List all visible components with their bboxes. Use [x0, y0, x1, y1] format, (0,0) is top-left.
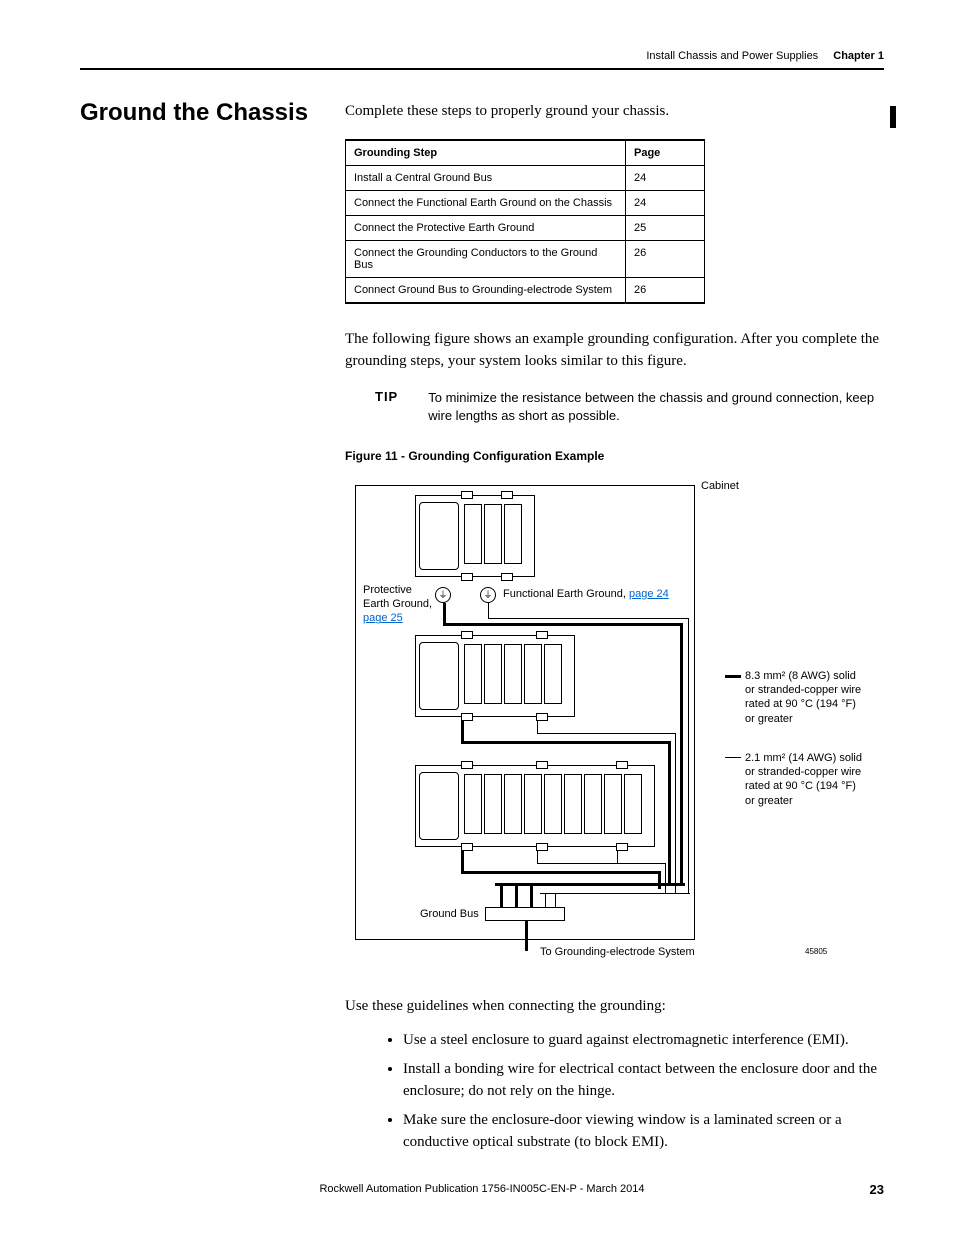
wire-14awg [537, 721, 538, 733]
publication-info: Rockwell Automation Publication 1756-IN0… [319, 1183, 644, 1195]
guideline-list: Use a steel enclosure to guard against e… [345, 1029, 884, 1154]
ground-bus [485, 907, 565, 921]
intro-text: Complete these steps to properly ground … [345, 100, 884, 123]
wire-8awg [680, 623, 683, 883]
peg-label: Protective Earth Ground, page 25 [363, 583, 433, 626]
section-title: Ground the Chassis [80, 100, 325, 126]
to-system-label: To Grounding-electrode System [540, 945, 695, 959]
chassis-1 [415, 495, 535, 577]
wire-8awg [443, 623, 683, 626]
wire-8awg [515, 883, 518, 907]
figure-number: 45805 [805, 947, 827, 957]
wire-14awg [488, 618, 688, 619]
table-row: Connect the Protective Earth Ground25 [346, 215, 705, 240]
wire-8awg [658, 871, 661, 889]
chassis-3 [415, 765, 655, 847]
tip-block: TIP To minimize the resistance between t… [375, 389, 884, 425]
page: Install Chassis and Power Supplies Chapt… [0, 0, 954, 1235]
chapter-label: Chapter 1 [833, 50, 884, 62]
chassis-2 [415, 635, 575, 717]
wire-14awg [688, 618, 689, 893]
table-row: Install a Central Ground Bus24 [346, 165, 705, 190]
legend-thin-icon [725, 757, 741, 758]
main-content: Ground the Chassis Complete these steps … [80, 100, 884, 1160]
list-item: Install a bonding wire for electrical co… [403, 1058, 884, 1103]
wire-14awg [537, 851, 538, 863]
wire-14awg [537, 863, 665, 864]
header-text: Install Chassis and Power Supplies Chapt… [80, 50, 884, 62]
wire-8awg [461, 871, 661, 874]
legend-thick-icon [725, 675, 741, 678]
wire-14awg [617, 851, 618, 863]
wire-14awg [488, 603, 489, 618]
table-row: Connect the Functional Earth Ground on t… [346, 190, 705, 215]
wire-14awg [545, 893, 546, 907]
tip-text: To minimize the resistance between the c… [428, 389, 884, 425]
cabinet-label: Cabinet [701, 479, 739, 493]
ground-bus-label: Ground Bus [420, 907, 479, 921]
page-footer: Rockwell Automation Publication 1756-IN0… [80, 1183, 884, 1195]
change-bar [890, 106, 896, 128]
wire-8awg [461, 741, 671, 744]
tip-label: TIP [375, 389, 398, 425]
wire-8awg [461, 851, 464, 871]
wire-8awg [500, 883, 503, 907]
grounding-steps-table: Grounding Step Page Install a Central Gr… [345, 139, 705, 304]
paragraph: The following figure shows an example gr… [345, 328, 884, 373]
wire-14awg [537, 733, 675, 734]
table-header-step: Grounding Step [346, 140, 626, 166]
wire-8awg [443, 603, 446, 623]
list-item: Make sure the enclosure-door viewing win… [403, 1109, 884, 1154]
page-number: 23 [870, 1182, 884, 1197]
figure-diagram: Cabinet ⏚ ⏚ Protective Earth [345, 475, 865, 975]
wire2-label: 2.1 mm² (14 AWG) solid or stranded-coppe… [745, 751, 865, 808]
table-header-page: Page [626, 140, 705, 166]
table-row: Connect the Grounding Conductors to the … [346, 240, 705, 277]
wire-14awg [665, 863, 666, 893]
wire-8awg [530, 883, 533, 907]
header-rule [80, 68, 884, 70]
list-item: Use a steel enclosure to guard against e… [403, 1029, 884, 1052]
feg-label: Functional Earth Ground, page 24 [503, 587, 673, 601]
wire-8awg [461, 721, 464, 741]
wire-14awg [540, 893, 690, 894]
peg-link[interactable]: page 25 [363, 612, 403, 624]
wire-14awg [555, 893, 556, 907]
wire-to-system [525, 921, 528, 951]
wire-8awg [495, 883, 685, 886]
wire-8awg [668, 741, 671, 886]
right-column: Complete these steps to properly ground … [345, 100, 884, 1160]
table-row: Connect Ground Bus to Grounding-electrod… [346, 277, 705, 303]
wire-14awg [675, 733, 676, 893]
wire1-label: 8.3 mm² (8 AWG) solid or stranded-copper… [745, 669, 865, 726]
functional-earth-symbol-icon: ⏚ [480, 587, 496, 603]
figure-title: Figure 11 - Grounding Configuration Exam… [345, 449, 884, 463]
left-column: Ground the Chassis [80, 100, 325, 1160]
protective-earth-symbol-icon: ⏚ [435, 587, 451, 603]
feg-link[interactable]: page 24 [629, 588, 669, 600]
breadcrumb: Install Chassis and Power Supplies [646, 50, 818, 62]
guidelines-intro: Use these guidelines when connecting the… [345, 995, 884, 1018]
